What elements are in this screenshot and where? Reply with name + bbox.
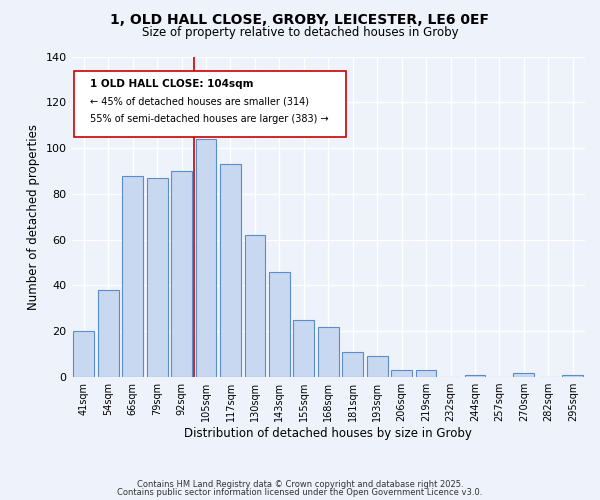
Bar [122,176,143,377]
Bar [147,178,167,377]
Bar [196,139,217,377]
Bar [514,372,534,377]
Bar [269,272,290,377]
Text: ← 45% of detached houses are smaller (314): ← 45% of detached houses are smaller (31… [89,96,308,106]
Text: Contains public sector information licensed under the Open Government Licence v3: Contains public sector information licen… [118,488,482,497]
Bar [391,370,412,377]
Bar [293,320,314,377]
Text: Contains HM Land Registry data © Crown copyright and database right 2025.: Contains HM Land Registry data © Crown c… [137,480,463,489]
Bar [171,171,192,377]
Bar [367,356,388,377]
FancyBboxPatch shape [74,71,346,136]
Bar [98,290,119,377]
Y-axis label: Number of detached properties: Number of detached properties [27,124,40,310]
Text: Size of property relative to detached houses in Groby: Size of property relative to detached ho… [142,26,458,39]
Bar [416,370,436,377]
Bar [343,352,363,377]
Bar [73,332,94,377]
Bar [318,326,338,377]
Bar [245,235,265,377]
Bar [464,375,485,377]
Bar [220,164,241,377]
Text: 55% of semi-detached houses are larger (383) →: 55% of semi-detached houses are larger (… [89,114,328,124]
Text: 1, OLD HALL CLOSE, GROBY, LEICESTER, LE6 0EF: 1, OLD HALL CLOSE, GROBY, LEICESTER, LE6… [110,12,490,26]
Text: 1 OLD HALL CLOSE: 104sqm: 1 OLD HALL CLOSE: 104sqm [89,79,253,89]
X-axis label: Distribution of detached houses by size in Groby: Distribution of detached houses by size … [184,427,472,440]
Bar [562,375,583,377]
